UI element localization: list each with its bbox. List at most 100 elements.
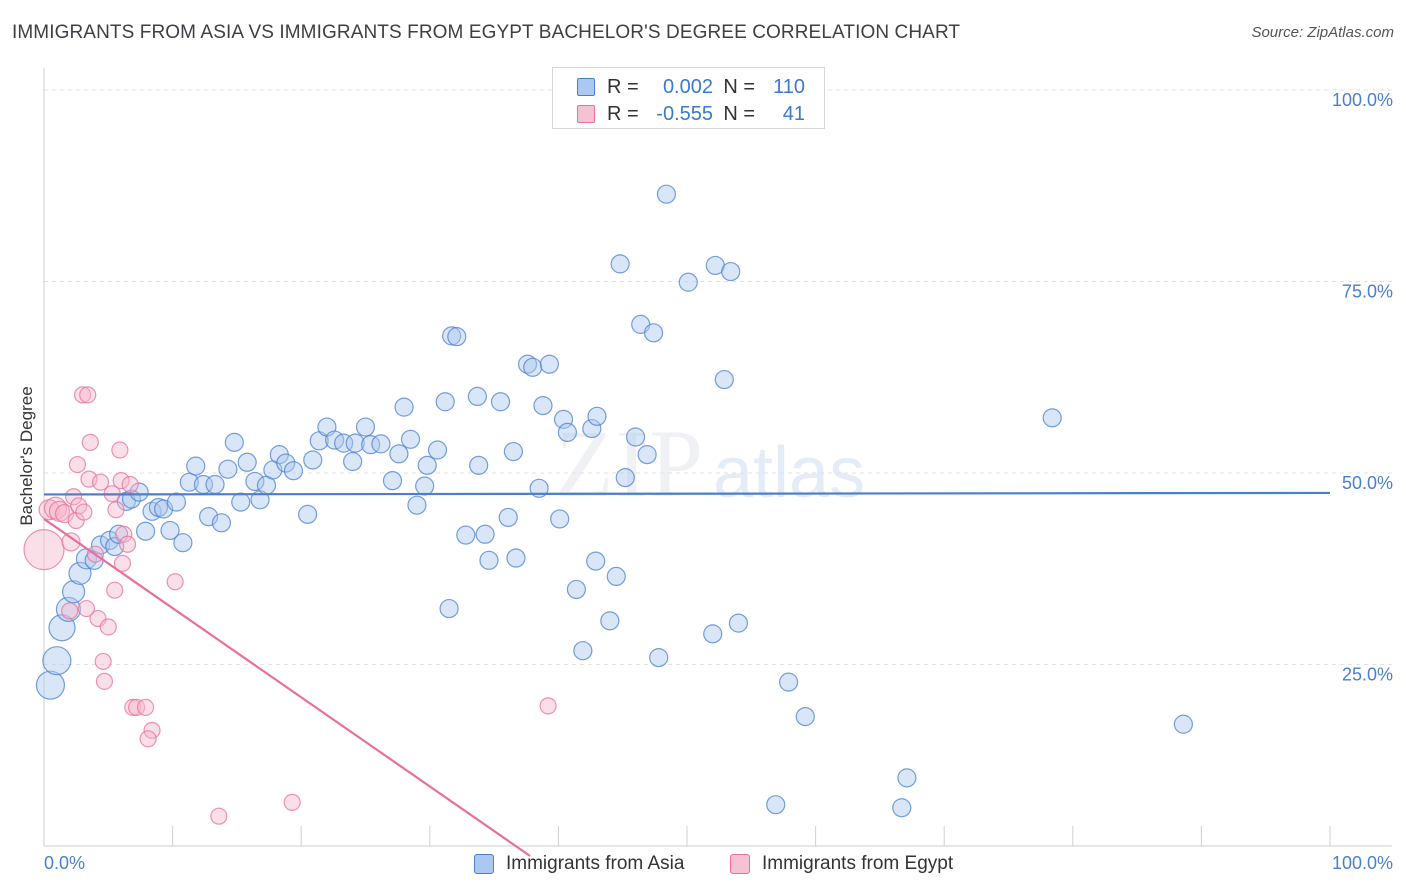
asia-point: [506, 548, 526, 568]
asia-point: [1173, 714, 1193, 734]
data-points: [23, 184, 1193, 825]
bottom-legend-label-egypt: Immigrants from Egypt: [762, 853, 954, 874]
legend-n-value-egypt: 41: [782, 102, 805, 125]
y-tick-label: 75.0%: [1342, 282, 1393, 302]
egypt-point: [121, 475, 139, 494]
asia-point: [582, 418, 602, 439]
asia-point: [276, 453, 296, 473]
bottom-legend-swatch-asia: [474, 854, 494, 874]
egypt-point: [143, 721, 161, 739]
correlation-legend: R = 0.002 N = 110 R = -0.555 N = 41: [552, 67, 825, 129]
asia-point: [417, 455, 437, 475]
egypt-point: [107, 501, 125, 519]
asia-point: [231, 492, 251, 512]
asia-point: [334, 433, 354, 453]
y-tick-label: 50.0%: [1342, 473, 1393, 493]
asia-point: [345, 433, 365, 453]
asia-point: [35, 670, 66, 700]
bottom-legend-egypt[interactable]: Immigrants from Egypt: [730, 852, 953, 876]
egypt-point: [210, 807, 228, 825]
egypt-point: [91, 473, 110, 491]
asia-point: [218, 459, 238, 479]
asia-point: [371, 434, 391, 454]
legend-row-egypt: R = -0.555 N = 41: [577, 101, 805, 127]
legend-n-label: N =: [723, 102, 755, 125]
asia-point: [90, 535, 111, 555]
asia-point: [224, 432, 244, 452]
asia-point: [211, 513, 232, 533]
asia-point: [1042, 408, 1062, 428]
x-tick-label: 0.0%: [44, 853, 85, 873]
asia-point: [400, 429, 421, 449]
egypt-point: [283, 793, 301, 811]
asia-point: [427, 440, 448, 460]
egypt-point: [113, 554, 132, 572]
egypt-point: [61, 532, 81, 552]
asia-point: [523, 357, 543, 377]
asia-point: [606, 566, 626, 587]
asia-point: [615, 467, 635, 488]
asia-point: [361, 435, 381, 455]
egypt-trend-line: [43, 518, 531, 857]
asia-point: [186, 456, 206, 476]
asia-point: [490, 392, 511, 412]
asia-point: [678, 272, 698, 292]
x-tick-label: 100.0%: [1332, 853, 1393, 873]
egypt-point: [124, 698, 142, 716]
asia-point: [160, 520, 180, 541]
asia-point: [778, 672, 799, 692]
asia-point: [795, 706, 815, 727]
asia-trend-line: [43, 491, 1331, 496]
asia-point: [475, 524, 495, 544]
x-tick-labels: 0.0% 100.0%: [44, 853, 1393, 873]
bottom-legend-asia[interactable]: Immigrants from Asia: [474, 852, 684, 876]
asia-point: [533, 395, 553, 416]
legend-r-label: R =: [607, 102, 639, 125]
asia-point: [517, 354, 538, 374]
asia-point: [649, 648, 669, 668]
egypt-point: [99, 618, 117, 636]
egypt-point: [111, 441, 129, 459]
asia-point: [237, 452, 257, 472]
asia-point: [550, 509, 570, 529]
asia-point: [205, 474, 225, 495]
asia-point: [897, 768, 917, 788]
asia-point: [766, 795, 786, 815]
asia-point: [656, 184, 677, 204]
legend-n-label: N =: [723, 75, 755, 98]
asia-point: [728, 613, 749, 633]
egypt-point: [23, 528, 65, 571]
egypt-point: [81, 433, 99, 451]
asia-point: [105, 536, 125, 557]
asia-point: [245, 471, 265, 492]
asia-point: [703, 624, 723, 644]
y-tick-label: 100.0%: [1332, 90, 1393, 110]
asia-point: [298, 504, 318, 524]
egypt-point: [166, 573, 184, 591]
asia-point: [343, 451, 363, 472]
asia-point: [643, 323, 664, 343]
egypt-point: [118, 535, 137, 553]
asia-point: [498, 507, 518, 528]
asia-point: [435, 392, 455, 412]
egypt-point: [94, 652, 112, 671]
egypt-point: [127, 698, 146, 716]
asia-point: [892, 798, 912, 818]
asia-point: [467, 386, 487, 406]
egypt-point: [73, 386, 92, 404]
asia-point: [61, 580, 86, 604]
asia-point: [355, 417, 376, 437]
bottom-legend-swatch-egypt: [730, 854, 750, 874]
asia-point: [442, 326, 462, 346]
legend-swatch-egypt: [577, 105, 595, 123]
egypt-point: [75, 503, 93, 521]
asia-point: [600, 611, 620, 631]
asia-point: [447, 327, 467, 347]
asia-point: [469, 455, 489, 475]
egypt-point: [139, 730, 157, 748]
egypt-point: [106, 581, 124, 599]
egypt-point: [61, 602, 79, 620]
egypt-point: [77, 599, 96, 618]
y-tick-label: 25.0%: [1342, 665, 1393, 685]
